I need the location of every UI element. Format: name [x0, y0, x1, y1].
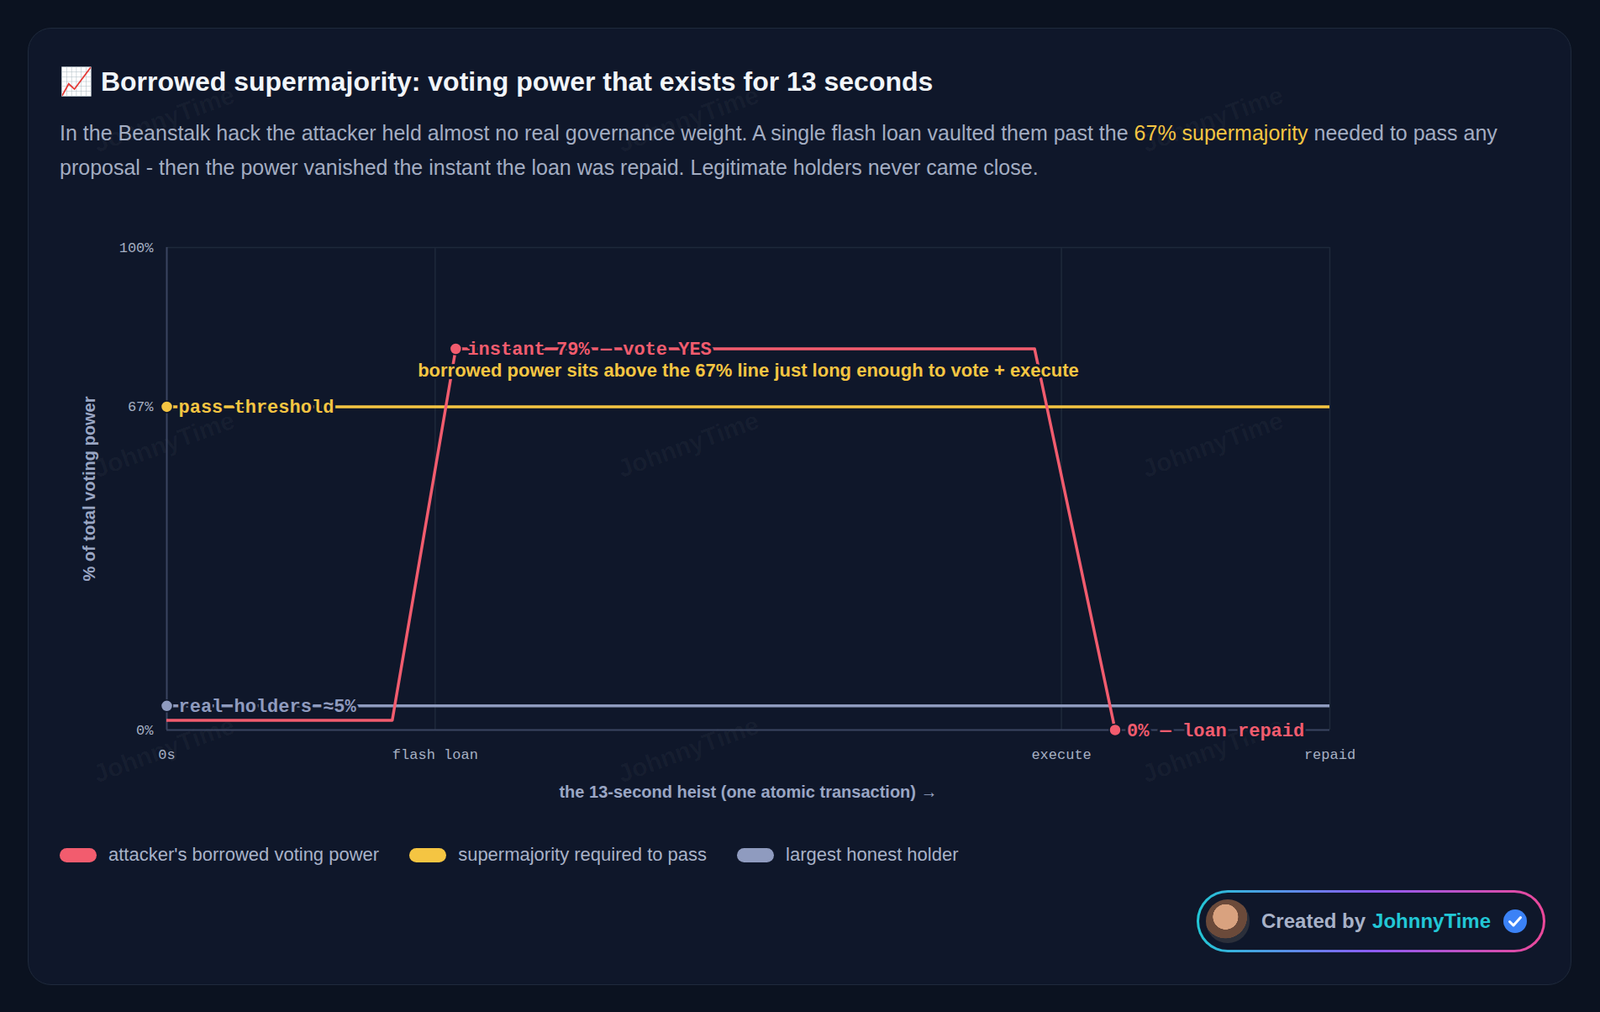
svg-text:execute: execute — [1031, 747, 1091, 764]
svg-text:0%: 0% — [136, 722, 154, 739]
svg-text:real holders ≈5%: real holders ≈5% — [178, 696, 358, 718]
svg-text:100%: 100% — [119, 240, 155, 257]
svg-text:flash loan: flash loan — [392, 747, 479, 764]
svg-text:% of total voting power: % of total voting power — [79, 395, 99, 581]
svg-text:instant 79% — vote YES: instant 79% — vote YES — [467, 339, 711, 361]
svg-text:borrowed power sits above the: borrowed power sits above the 67% line j… — [417, 359, 1079, 381]
svg-text:0s: 0s — [157, 747, 175, 764]
svg-text:pass threshold: pass threshold — [178, 397, 335, 419]
svg-text:repaid: repaid — [1304, 747, 1356, 764]
svg-text:the 13-second heist (one atomi: the 13-second heist (one atomic transact… — [558, 782, 937, 801]
svg-text:0% — loan repaid: 0% — loan repaid — [1126, 721, 1305, 743]
svg-text:67%: 67% — [127, 399, 154, 416]
